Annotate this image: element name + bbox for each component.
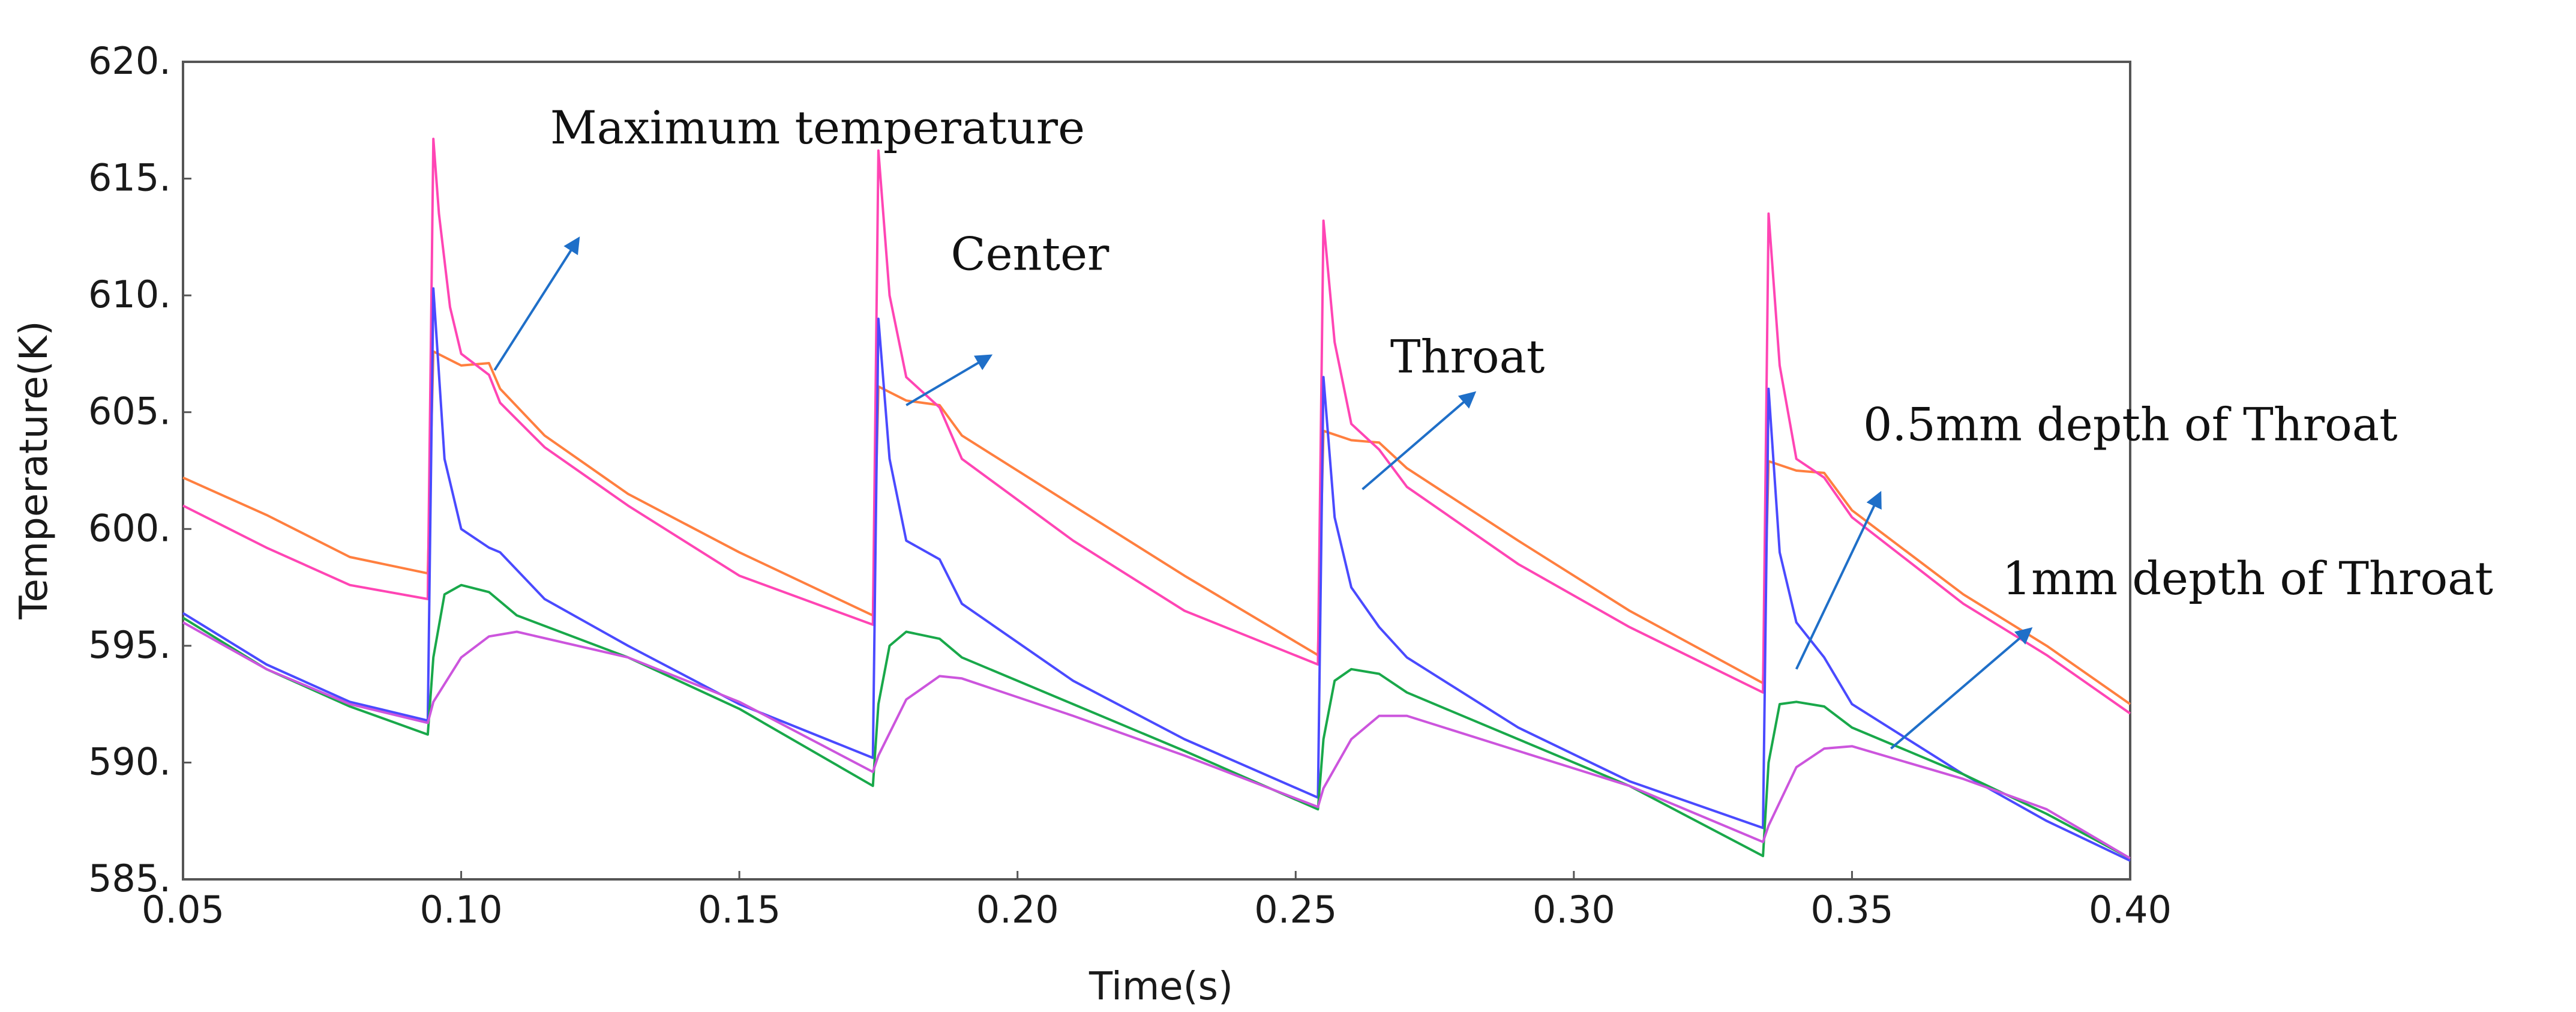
x-tick-label: 0.35 — [1810, 888, 1893, 932]
y-tick-label: 620. — [88, 39, 171, 83]
y-tick-label: 595. — [88, 623, 171, 667]
x-axis-label: Time(s) — [1088, 965, 1233, 1009]
y-tick-label: 605. — [88, 390, 171, 433]
x-tick-label: 0.25 — [1254, 888, 1337, 932]
y-axis-label: Temperature(K) — [12, 321, 56, 619]
y-tick-label: 590. — [88, 739, 171, 783]
annotation-arrows — [493, 236, 2033, 750]
x-axis-ticks: 0.05 0.10 0.15 0.20 0.25 0.30 0.35 0.40 — [142, 871, 2172, 932]
series-pink — [182, 137, 2131, 715]
x-tick-label: 0.20 — [976, 888, 1059, 932]
y-tick-label: 615. — [88, 156, 171, 200]
annotation-arrow — [493, 236, 580, 371]
y-axis-ticks: 585. 590. 595. 600. 605. 610. 615. 620. — [88, 39, 191, 900]
y-tick-label: 585. — [88, 857, 171, 900]
annotation-arrow — [1890, 627, 2033, 750]
annotation-labels: Maximum temperature Center Throat 0.5mm dep… — [550, 101, 2493, 605]
annotation-label: Throat — [1390, 330, 1545, 384]
y-tick-label: 610. — [88, 273, 171, 316]
x-tick-label: 0.10 — [420, 888, 503, 932]
annotation-arrow — [905, 354, 993, 406]
annotation-arrow — [1795, 490, 1882, 670]
annotation-arrow — [1362, 391, 1477, 490]
y-tick-label: 600. — [88, 506, 171, 550]
annotation-label: 1mm depth of Throat — [2002, 552, 2493, 605]
plot-frame — [182, 61, 2131, 881]
annotation-label: 0.5mm depth of Throat — [1863, 397, 2398, 451]
series-orange — [182, 350, 2131, 705]
x-tick-label: 0.15 — [698, 888, 781, 932]
x-tick-label: 0.30 — [1533, 888, 1615, 932]
series-violet — [182, 621, 2131, 860]
series-blue — [182, 287, 2131, 862]
annotation-label: Center — [950, 227, 1109, 280]
series-green — [182, 583, 2131, 860]
series-layer — [182, 137, 2131, 862]
x-tick-label: 0.40 — [2089, 888, 2172, 932]
x-tick-label: 0.05 — [142, 888, 224, 932]
annotation-label: Maximum temperature — [550, 101, 1085, 154]
